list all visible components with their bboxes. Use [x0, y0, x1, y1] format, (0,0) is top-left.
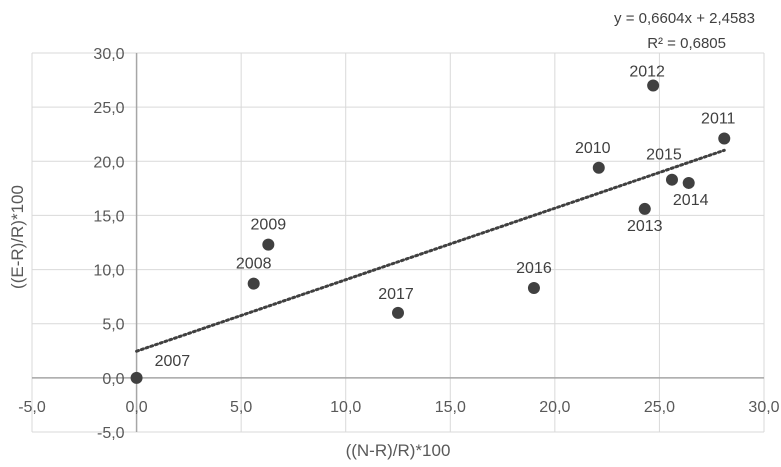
points-group: [130, 79, 731, 384]
point-label-2016: 2016: [516, 260, 552, 277]
trendline-r-squared: R² = 0,6805: [647, 35, 726, 52]
point-label-2013: 2013: [627, 218, 663, 235]
point-label-2015: 2015: [646, 147, 682, 164]
y-tick-label: 30,0: [93, 46, 124, 63]
data-point-2015: [665, 173, 678, 186]
point-label-2008: 2008: [236, 256, 272, 273]
x-tick-label: 25,0: [644, 399, 675, 416]
x-tick-label: 10,0: [330, 399, 361, 416]
point-label-2009: 2009: [251, 217, 287, 234]
y-tick-label: 20,0: [93, 154, 124, 171]
data-point-2012: [647, 79, 660, 92]
y-tick-label: 15,0: [93, 208, 124, 225]
data-point-2014: [682, 176, 695, 189]
data-point-2008: [247, 277, 260, 290]
y-tick-label: 10,0: [93, 263, 124, 280]
y-tick-label: 0,0: [102, 371, 124, 388]
trendline-equation: y = 0,6604x + 2,4583: [614, 10, 755, 27]
data-point-2013: [638, 202, 651, 215]
x-tick-label: 0,0: [125, 399, 147, 416]
trendline-group: [135, 148, 726, 353]
trendline: [135, 148, 726, 353]
data-point-2017: [392, 306, 404, 319]
point-label-2007: 2007: [155, 353, 191, 370]
y-tick-label: 25,0: [93, 100, 124, 117]
data-point-2011: [718, 132, 731, 145]
point-label-2012: 2012: [629, 63, 665, 80]
x-tick-label: 20,0: [539, 399, 570, 416]
point-label-2014: 2014: [673, 192, 709, 209]
y-tick-label: 5,0: [102, 317, 124, 334]
point-label-2010: 2010: [575, 140, 611, 157]
x-axis-title: ((N-R)/R)*100: [346, 441, 451, 460]
data-point-2009: [262, 238, 275, 251]
x-tick-label: 15,0: [435, 399, 466, 416]
data-point-2010: [592, 161, 605, 174]
x-tick-label: 5,0: [230, 399, 252, 416]
x-tick-label: -5,0: [18, 399, 46, 416]
axes: -5,0 0,0 5,0 10,0 15,0 20,0 25,0 30,0-5,00,05,0…: [18, 46, 779, 442]
y-tick-label: -5,0: [97, 425, 125, 442]
labels-group: 2007 2008 2009 2010 2011 2012 2013 2014 2015 2016…: [155, 63, 736, 369]
y-axis-title: ((E-R)/R)*100: [8, 185, 27, 289]
point-label-2011: 2011: [701, 111, 736, 128]
data-point-2007: [130, 371, 143, 384]
x-tick-label: 30,0: [748, 399, 779, 416]
point-label-2017: 2017: [378, 286, 414, 303]
data-point-2016: [527, 281, 540, 294]
